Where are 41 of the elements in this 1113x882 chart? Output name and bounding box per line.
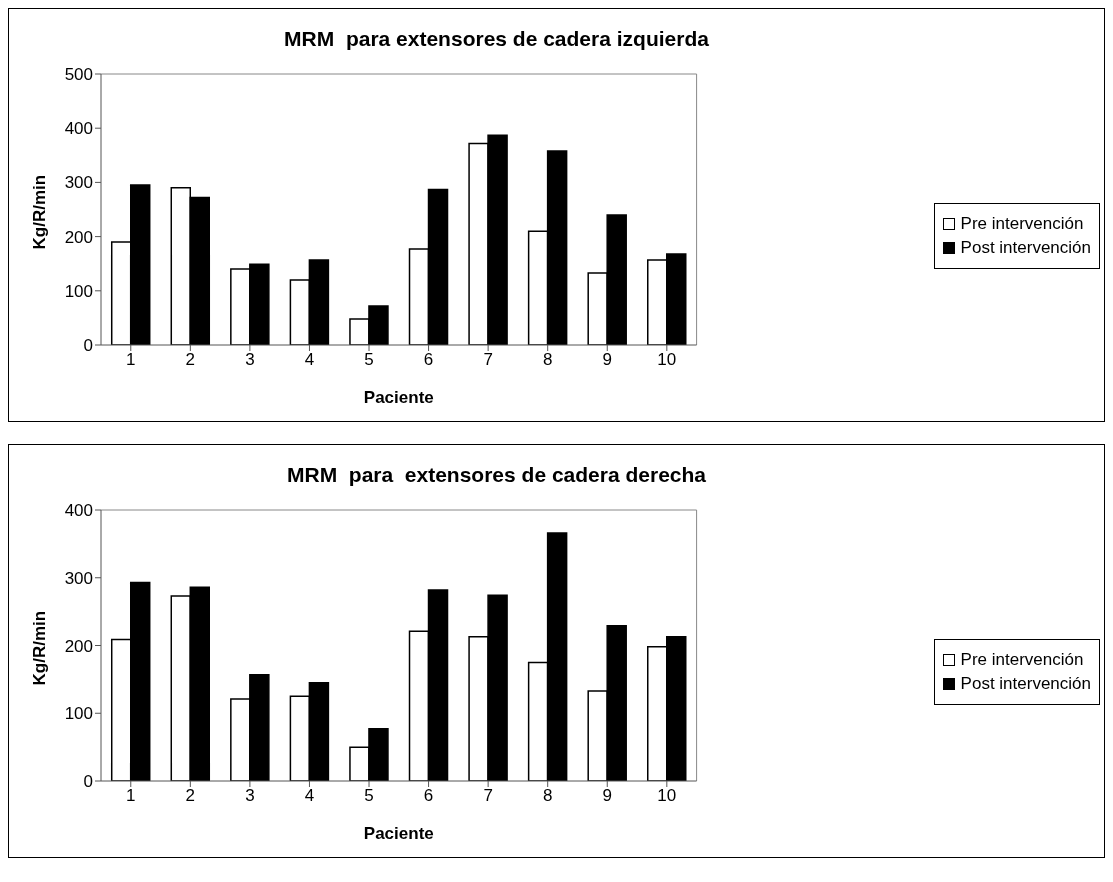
chart-title: MRM para extensores de cadera derecha (286, 462, 707, 487)
x-tick-label: 5 (364, 786, 374, 806)
y-tick-label: 100 (64, 281, 93, 301)
x-tick-label: 8 (542, 350, 553, 370)
legend-label: Post intervención (960, 674, 1091, 694)
legend-label: Post intervención (960, 238, 1091, 258)
x-tick-label: 7 (483, 786, 493, 806)
x-tick-label: 8 (542, 786, 553, 806)
y-tick-label: 400 (64, 501, 93, 521)
y-tick-label: 300 (64, 173, 93, 193)
x-tick-label: 2 (185, 786, 196, 806)
x-tick-label: 6 (423, 786, 434, 806)
x-axis-title: Paciente (363, 388, 434, 407)
legend-label: Pre intervención (960, 650, 1084, 670)
x-tick-label: 1 (126, 350, 136, 370)
legend-label: Pre intervención (960, 214, 1084, 234)
x-tick-label: 9 (602, 786, 612, 806)
x-tick-label: 10 (657, 786, 677, 806)
x-tick-label: 4 (304, 786, 315, 806)
x-tick-label: 5 (364, 350, 374, 370)
chart-title: MRM para extensores de cadera izquierda (283, 26, 710, 51)
x-tick-label: 9 (602, 350, 612, 370)
x-tick-label: 3 (245, 786, 255, 806)
x-tick-label: 3 (245, 350, 255, 370)
x-tick-label: 6 (423, 350, 434, 370)
x-axis-title: Paciente (363, 824, 434, 843)
y-tick-label: 500 (64, 65, 93, 85)
y-tick-label: 400 (64, 119, 93, 139)
x-tick-label: 10 (657, 350, 677, 370)
y-tick-label: 100 (64, 704, 93, 724)
y-tick-label: 200 (64, 227, 93, 247)
x-tick-label: 4 (304, 350, 315, 370)
x-tick-label: 7 (483, 350, 493, 370)
y-axis-title: Kg/R/min (30, 610, 50, 686)
y-tick-label: 0 (83, 772, 93, 792)
y-tick-label: 0 (83, 336, 93, 356)
y-tick-label: 200 (64, 636, 93, 656)
y-axis-title: Kg/R/min (30, 174, 50, 250)
y-tick-label: 300 (64, 568, 93, 588)
x-tick-label: 2 (185, 350, 196, 370)
x-tick-label: 1 (126, 786, 136, 806)
